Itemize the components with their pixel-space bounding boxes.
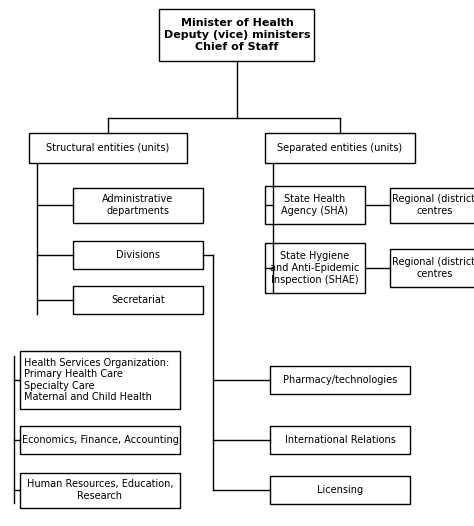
FancyBboxPatch shape [20, 426, 180, 454]
Text: International Relations: International Relations [284, 435, 395, 445]
Text: State Health
Agency (SHA): State Health Agency (SHA) [282, 194, 348, 216]
FancyBboxPatch shape [265, 186, 365, 224]
FancyBboxPatch shape [270, 366, 410, 394]
FancyBboxPatch shape [390, 187, 474, 222]
FancyBboxPatch shape [159, 9, 315, 61]
FancyBboxPatch shape [265, 243, 365, 293]
Text: Licensing: Licensing [317, 485, 363, 495]
FancyBboxPatch shape [20, 351, 180, 409]
Text: Human Resources, Education,
Research: Human Resources, Education, Research [27, 479, 173, 501]
Text: Pharmacy/technologies: Pharmacy/technologies [283, 375, 397, 385]
FancyBboxPatch shape [270, 426, 410, 454]
Text: State Hygiene
and Anti-Epidemic
Inspection (SHAE): State Hygiene and Anti-Epidemic Inspecti… [270, 251, 360, 285]
Text: Minister of Health
Deputy (vice) ministers
Chief of Staff: Minister of Health Deputy (vice) ministe… [164, 18, 310, 52]
FancyBboxPatch shape [73, 286, 203, 314]
Text: Secretariat: Secretariat [111, 295, 165, 305]
FancyBboxPatch shape [20, 472, 180, 508]
FancyBboxPatch shape [390, 249, 474, 287]
FancyBboxPatch shape [265, 133, 415, 163]
Text: Regional (district)
centres: Regional (district) centres [392, 257, 474, 279]
FancyBboxPatch shape [73, 241, 203, 269]
Text: Health Services Organization:
Primary Health Care
Specialty Care
Maternal and Ch: Health Services Organization: Primary He… [24, 358, 169, 402]
Text: Structural entities (units): Structural entities (units) [46, 143, 170, 153]
Text: Administrative
departments: Administrative departments [102, 194, 173, 216]
Text: Regional (district)
centres: Regional (district) centres [392, 194, 474, 216]
FancyBboxPatch shape [270, 476, 410, 504]
FancyBboxPatch shape [73, 187, 203, 222]
Text: Separated entities (units): Separated entities (units) [277, 143, 402, 153]
Text: Divisions: Divisions [116, 250, 160, 260]
FancyBboxPatch shape [29, 133, 187, 163]
Text: Economics, Finance, Accounting: Economics, Finance, Accounting [21, 435, 178, 445]
